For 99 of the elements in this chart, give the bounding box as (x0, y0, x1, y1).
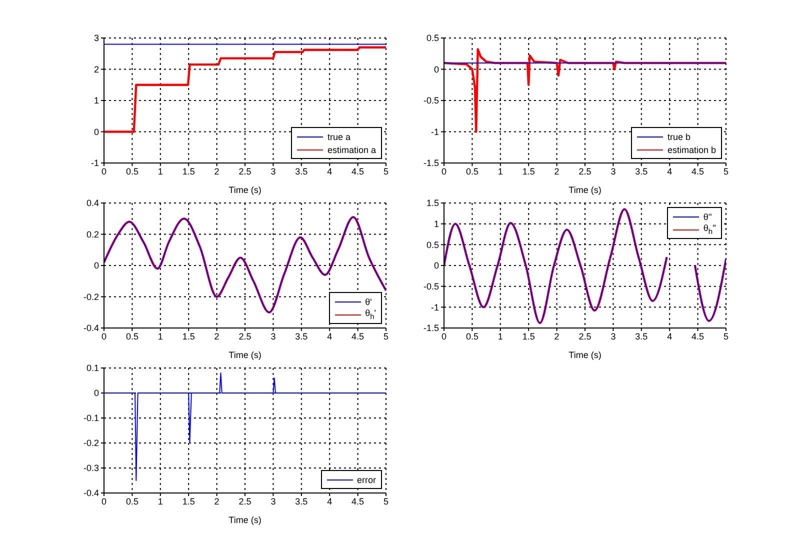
x-tick-label: 3.5 (635, 331, 648, 342)
x-tick-label: 1 (158, 496, 163, 506)
x-tick-label: 3.5 (295, 166, 308, 176)
x-tick-label: 2 (554, 331, 560, 342)
x-tick-label: 3.5 (295, 331, 308, 342)
x-axis-title: Time (s) (568, 185, 602, 195)
legend-label: θ$_{h}$' (365, 308, 376, 321)
x-tick-label: 3.5 (295, 496, 308, 506)
x-tick-label: 2 (554, 166, 560, 176)
x-tick-label: 0 (441, 166, 447, 176)
y-tick-label: -1 (430, 126, 439, 137)
y-tick-label: -0.4 (83, 323, 99, 334)
x-tick-label: 2.5 (238, 166, 252, 176)
x-tick-label: 0.5 (126, 166, 138, 176)
x-tick-label: 4 (327, 166, 332, 176)
y-tick-label: 0 (434, 64, 439, 74)
y-tick-label: 0 (94, 260, 99, 271)
x-axis-title: Time (s) (568, 350, 602, 360)
x-axis-title: Time (s) (228, 350, 262, 360)
x-tick-label: 1 (158, 331, 163, 342)
y-tick-label: -0.4 (83, 488, 99, 498)
y-tick-label: -1.5 (423, 158, 439, 168)
legend-label: θ$_{h}$'' (703, 223, 716, 236)
x-tick-label: 2.5 (578, 331, 592, 342)
x-tick-label: 1 (498, 331, 503, 342)
y-tick-label: -0.2 (83, 438, 99, 448)
x-tick-label: 4 (327, 496, 332, 506)
y-tick-label: -0.1 (83, 413, 99, 424)
y-tick-label: -1 (90, 158, 99, 168)
x-tick-label: 3.5 (635, 166, 648, 176)
x-tick-label: 5 (383, 166, 389, 176)
y-tick-label: -0.5 (423, 282, 439, 292)
y-tick-label: 0 (434, 260, 439, 271)
x-tick-label: 4.5 (692, 166, 704, 176)
legend-label: error (356, 474, 376, 484)
x-tick-label: 5 (383, 496, 389, 506)
x-tick-label: 2 (214, 166, 220, 176)
x-tick-label: 5 (383, 331, 389, 342)
y-tick-label: 0.2 (86, 229, 99, 240)
x-tick-label: 0.5 (126, 496, 138, 506)
x-tick-label: 4.5 (352, 496, 364, 506)
legend-label: estimation b (667, 144, 716, 154)
y-tick-label: -1 (430, 302, 439, 312)
x-tick-label: 0 (101, 331, 107, 342)
y-tick-label: 0.5 (426, 33, 439, 44)
x-tick-label: 3 (610, 166, 616, 176)
x-tick-label: 0 (101, 496, 107, 506)
x-tick-label: 1.5 (182, 166, 195, 176)
x-tick-label: 5 (723, 166, 729, 176)
x-axis-title: Time (s) (228, 515, 262, 525)
legend-label: true b (667, 132, 690, 142)
y-tick-label: 2 (94, 64, 99, 74)
x-axis-title: Time (s) (228, 185, 262, 195)
y-tick-label: 0 (94, 388, 99, 398)
x-tick-label: 2 (214, 331, 220, 342)
y-tick-label: 0.1 (86, 363, 99, 374)
x-tick-label: 2.5 (238, 331, 252, 342)
x-tick-label: 0.5 (126, 331, 138, 342)
legend-label: θ'' (703, 212, 712, 222)
x-tick-label: 1.5 (182, 496, 195, 506)
x-tick-label: 0.5 (466, 166, 478, 176)
y-tick-label: 0.5 (426, 240, 439, 250)
y-tick-label: 0.4 (86, 198, 99, 208)
x-tick-label: 4.5 (352, 166, 364, 176)
y-tick-label: 3 (94, 33, 99, 44)
line-series (104, 46, 386, 133)
x-tick-label: 3 (270, 496, 276, 506)
x-tick-label: 2.5 (238, 496, 252, 506)
x-tick-label: 3 (610, 331, 616, 342)
x-tick-label: 1.5 (522, 331, 535, 342)
x-tick-label: 4.5 (692, 331, 704, 342)
y-tick-label: -0.3 (83, 463, 99, 474)
x-tick-label: 1 (158, 166, 163, 176)
y-tick-label: 1 (94, 96, 99, 106)
x-tick-label: 3 (270, 331, 276, 342)
x-tick-label: 0 (101, 166, 107, 176)
y-tick-label: 1.5 (426, 198, 439, 208)
y-tick-label: 1 (434, 219, 439, 230)
x-tick-label: 0 (441, 331, 447, 342)
legend-label: estimation a (327, 144, 376, 154)
x-tick-label: 3 (270, 166, 276, 176)
y-tick-label: 0 (94, 126, 99, 137)
x-tick-label: 4 (667, 166, 672, 176)
x-tick-label: 4.5 (352, 331, 364, 342)
x-tick-label: 4 (667, 331, 672, 342)
x-tick-label: 0.5 (466, 331, 478, 342)
line-series (444, 48, 726, 133)
legend-label: θ' (365, 296, 372, 306)
y-tick-label: -1.5 (423, 323, 439, 334)
y-tick-label: -0.2 (83, 292, 99, 302)
x-tick-label: 2 (214, 496, 220, 506)
x-tick-label: 2.5 (578, 166, 592, 176)
y-tick-label: -0.5 (423, 96, 439, 106)
x-tick-label: 1 (498, 166, 503, 176)
x-tick-label: 4 (327, 331, 332, 342)
x-tick-label: 5 (723, 331, 729, 342)
x-tick-label: 1.5 (522, 166, 535, 176)
x-tick-label: 1.5 (182, 331, 195, 342)
legend-label: true a (327, 132, 350, 142)
